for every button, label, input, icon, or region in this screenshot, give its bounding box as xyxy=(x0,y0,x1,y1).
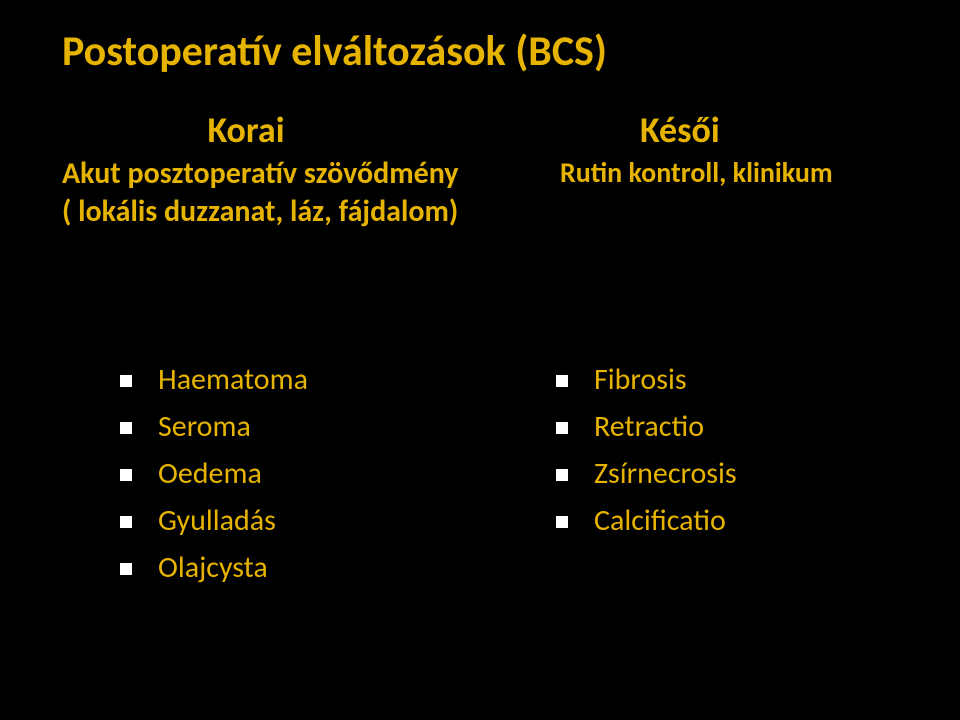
slide-container: Postoperatív elváltozások (BCS) Korai Ak… xyxy=(0,0,960,720)
bullet-text: Zsírnecrosis xyxy=(594,454,737,493)
list-item: Oedema xyxy=(120,454,480,493)
right-bullet-list: Fibrosis Retractio Zsírnecrosis Calcific… xyxy=(480,360,960,595)
left-heading: Korai xyxy=(62,108,480,152)
slide-title: Postoperatív elváltozások (BCS) xyxy=(62,26,607,77)
right-desc: Rutin kontroll, klinikum xyxy=(550,156,960,190)
square-bullet-icon xyxy=(120,375,132,387)
columns-header: Korai Akut posztoperatív szövődmény ( lo… xyxy=(0,108,960,230)
square-bullet-icon xyxy=(120,422,132,434)
right-heading: Késői xyxy=(550,108,960,152)
left-desc-line2: ( lokális duzzanat, láz, fájdalom) xyxy=(62,194,480,230)
bullet-text: Haematoma xyxy=(158,360,308,399)
list-item: Zsírnecrosis xyxy=(556,454,960,493)
left-bullet-list: Haematoma Seroma Oedema Gyulladás Olajcy… xyxy=(0,360,480,595)
bullet-text: Seroma xyxy=(158,407,251,446)
bullet-text: Fibrosis xyxy=(594,360,687,399)
list-item: Olajcysta xyxy=(120,548,480,587)
column-left-header: Korai Akut posztoperatív szövődmény ( lo… xyxy=(0,108,480,230)
square-bullet-icon xyxy=(556,516,568,528)
column-right-header: Késői Rutin kontroll, klinikum xyxy=(480,108,960,230)
bullet-text: Olajcysta xyxy=(158,548,268,587)
list-item: Seroma xyxy=(120,407,480,446)
list-item: Fibrosis xyxy=(556,360,960,399)
bullet-text: Gyulladás xyxy=(158,501,276,540)
square-bullet-icon xyxy=(120,469,132,481)
bullet-text: Retractio xyxy=(594,407,704,446)
list-item: Gyulladás xyxy=(120,501,480,540)
square-bullet-icon xyxy=(556,422,568,434)
square-bullet-icon xyxy=(556,469,568,481)
bullet-lists: Haematoma Seroma Oedema Gyulladás Olajcy… xyxy=(0,360,960,595)
bullet-text: Calcificatio xyxy=(594,501,726,540)
bullet-text: Oedema xyxy=(158,454,262,493)
list-item: Retractio xyxy=(556,407,960,446)
list-item: Calcificatio xyxy=(556,501,960,540)
left-desc-line1: Akut posztoperatív szövődmény xyxy=(62,156,480,192)
square-bullet-icon xyxy=(120,563,132,575)
square-bullet-icon xyxy=(120,516,132,528)
list-item: Haematoma xyxy=(120,360,480,399)
square-bullet-icon xyxy=(556,375,568,387)
